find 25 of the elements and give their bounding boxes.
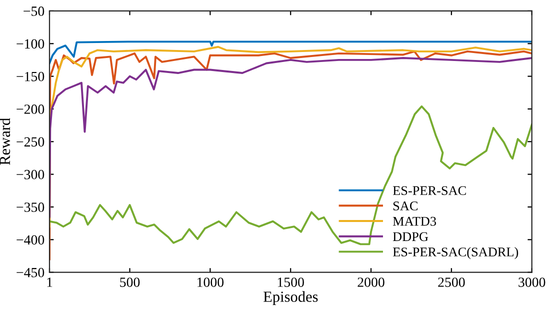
line-series xyxy=(50,105,532,246)
legend-label: ES-PER-SAC xyxy=(392,186,466,196)
y-tick-label: −350 xyxy=(16,202,44,212)
y-tick-label: −450 xyxy=(16,268,44,278)
x-axis-title: Episodes xyxy=(264,291,318,306)
x-tick-label: 1 xyxy=(47,278,52,287)
y-tick-label: −100 xyxy=(16,39,44,49)
y-tick-label: −50 xyxy=(24,6,44,16)
y-tick-label: −250 xyxy=(16,137,44,147)
x-tick-label: 2500 xyxy=(438,278,465,287)
x-tick-label: 1500 xyxy=(278,278,304,287)
legend-label: MATD3 xyxy=(392,216,436,226)
legend-label: ES-PER-SAC(SADRL) xyxy=(392,247,518,260)
legend-label: DDPG xyxy=(392,232,428,242)
y-tick-label: −150 xyxy=(16,72,44,82)
legend-label: SAC xyxy=(393,202,418,210)
x-tick-label: 1000 xyxy=(198,278,224,287)
x-tick-label: 500 xyxy=(120,278,140,287)
line-series xyxy=(50,50,532,260)
y-tick-label: −300 xyxy=(16,170,44,180)
x-tick-label: 3000 xyxy=(518,278,546,287)
y-tick-label: −200 xyxy=(16,104,44,114)
line-series xyxy=(50,40,532,64)
x-tick-label: 2000 xyxy=(358,278,384,287)
y-tick-label: −400 xyxy=(16,235,44,245)
